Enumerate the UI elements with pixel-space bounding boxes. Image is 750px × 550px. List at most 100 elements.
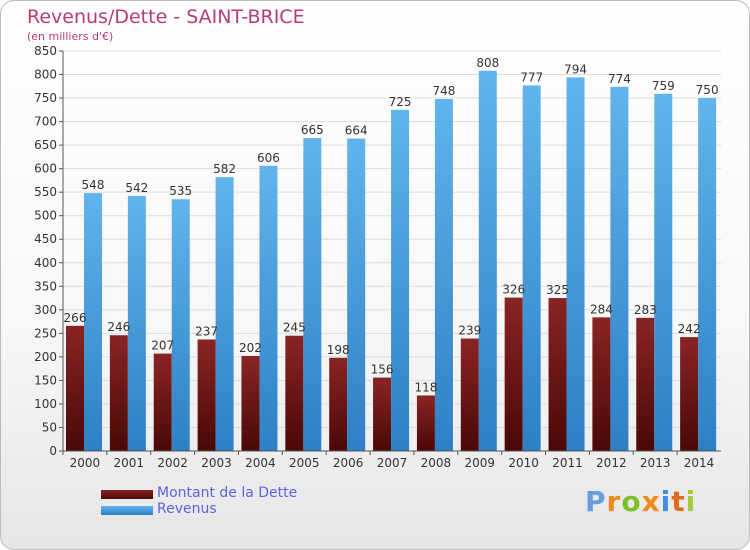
y-tick-label: 350 (34, 279, 57, 293)
x-tick-label: 2010 (508, 456, 539, 470)
x-tick-label: 2007 (377, 456, 408, 470)
y-tick-label: 0 (49, 444, 57, 458)
data-label-revenus: 725 (389, 95, 412, 109)
data-label-revenus: 750 (696, 83, 719, 97)
y-tick-label: 650 (34, 138, 57, 152)
bar-revenus (434, 99, 453, 451)
y-tick-label: 850 (34, 44, 57, 58)
data-label-dette: 283 (634, 303, 657, 317)
y-tick-label: 750 (34, 91, 57, 105)
bar-dette (66, 325, 84, 451)
x-tick-label: 2000 (70, 456, 101, 470)
bar-revenus (566, 77, 585, 452)
logo-letter: t (671, 485, 686, 518)
data-label-revenus: 542 (125, 181, 148, 195)
y-tick-label: 500 (34, 209, 57, 223)
bar-dette (416, 395, 435, 451)
x-tick-label: 2002 (157, 456, 188, 470)
bar-dette (680, 337, 699, 451)
data-label-revenus: 774 (608, 72, 631, 86)
data-label-revenus: 664 (345, 124, 368, 138)
bar-dette (636, 317, 655, 451)
legend-swatch-revenus (101, 506, 153, 515)
x-tick-label: 2009 (464, 456, 495, 470)
bar-dette (285, 335, 304, 451)
y-tick-label: 450 (34, 232, 57, 246)
logo-letter: r (606, 485, 622, 518)
data-label-revenus: 794 (564, 62, 587, 76)
data-label-revenus: 606 (257, 151, 280, 165)
y-tick-label: 300 (34, 303, 57, 317)
data-label-dette: 118 (414, 380, 437, 394)
data-label-dette: 245 (283, 321, 306, 335)
data-label-dette: 156 (371, 363, 394, 377)
x-tick-label: 2001 (114, 456, 145, 470)
bar-revenus (171, 199, 190, 451)
data-label-revenus: 748 (432, 84, 455, 98)
bar-dette (592, 317, 611, 451)
logo-letter: x (641, 485, 661, 518)
x-tick-label: 2006 (333, 456, 364, 470)
data-label-revenus: 777 (520, 70, 543, 84)
y-tick-label: 800 (34, 68, 57, 82)
data-label-dette: 207 (151, 339, 174, 353)
bar-dette (329, 357, 348, 451)
x-tick-label: 2014 (684, 456, 715, 470)
y-tick-label: 600 (34, 162, 57, 176)
x-tick-label: 2012 (596, 456, 627, 470)
data-label-revenus: 548 (82, 178, 105, 192)
bar-dette (504, 297, 523, 451)
axes: 0 50 100 150 200 250 300 350 400 450 500 550 600 650 7… (34, 44, 721, 470)
bar-revenus (347, 138, 366, 451)
data-label-revenus: 582 (213, 162, 236, 176)
y-tick-label: 250 (34, 326, 57, 340)
bar-dette (241, 355, 260, 451)
legend-swatch-dette (101, 490, 153, 499)
data-label-dette: 266 (64, 311, 87, 325)
data-label-revenus: 665 (301, 123, 324, 137)
x-tick-label: 2003 (201, 456, 232, 470)
data-label-dette: 326 (502, 283, 525, 297)
data-label-dette: 246 (107, 320, 130, 334)
data-label-dette: 237 (195, 324, 218, 338)
chart-title: Revenus/Dette - SAINT-BRICE (27, 6, 305, 28)
bar-revenus (127, 195, 146, 451)
bar-dette (373, 377, 392, 451)
bar-revenus (610, 86, 629, 451)
y-tick-label: 100 (34, 397, 57, 411)
bar-revenus (654, 93, 673, 451)
y-tick-label: 550 (34, 185, 57, 199)
x-tick-label: 2011 (552, 456, 583, 470)
bar-revenus (84, 193, 102, 451)
y-tick-label: 400 (34, 256, 57, 270)
bar-dette (460, 338, 479, 451)
data-label-dette: 325 (546, 283, 569, 297)
y-tick-label: 200 (34, 350, 57, 364)
bar-dette (153, 353, 172, 451)
data-label-revenus: 535 (169, 184, 192, 198)
data-label-dette: 284 (590, 302, 613, 316)
bar-revenus (698, 98, 717, 451)
bar-dette (548, 298, 567, 451)
data-label-revenus: 808 (476, 56, 499, 70)
bar-revenus (478, 70, 497, 451)
legend-label-dette: Montant de la Dette (157, 485, 298, 501)
x-tick-label: 2005 (289, 456, 320, 470)
bar-dette (197, 339, 216, 451)
bar-revenus (303, 138, 322, 451)
data-label-dette: 198 (327, 343, 350, 357)
x-tick-label: 2013 (640, 456, 671, 470)
legend-label-revenus: Revenus (157, 501, 217, 517)
bar-dette (109, 335, 128, 451)
y-tick-label: 700 (34, 115, 57, 129)
data-label-dette: 202 (239, 341, 262, 355)
x-tick-label: 2004 (245, 456, 276, 470)
y-tick-label: 150 (34, 373, 57, 387)
x-tick-label: 2008 (421, 456, 452, 470)
data-label-revenus: 759 (652, 79, 675, 93)
logo-letter: i (685, 485, 697, 518)
bar-revenus (522, 85, 541, 452)
logo-letter: P (585, 485, 607, 518)
data-label-dette: 242 (678, 322, 701, 336)
